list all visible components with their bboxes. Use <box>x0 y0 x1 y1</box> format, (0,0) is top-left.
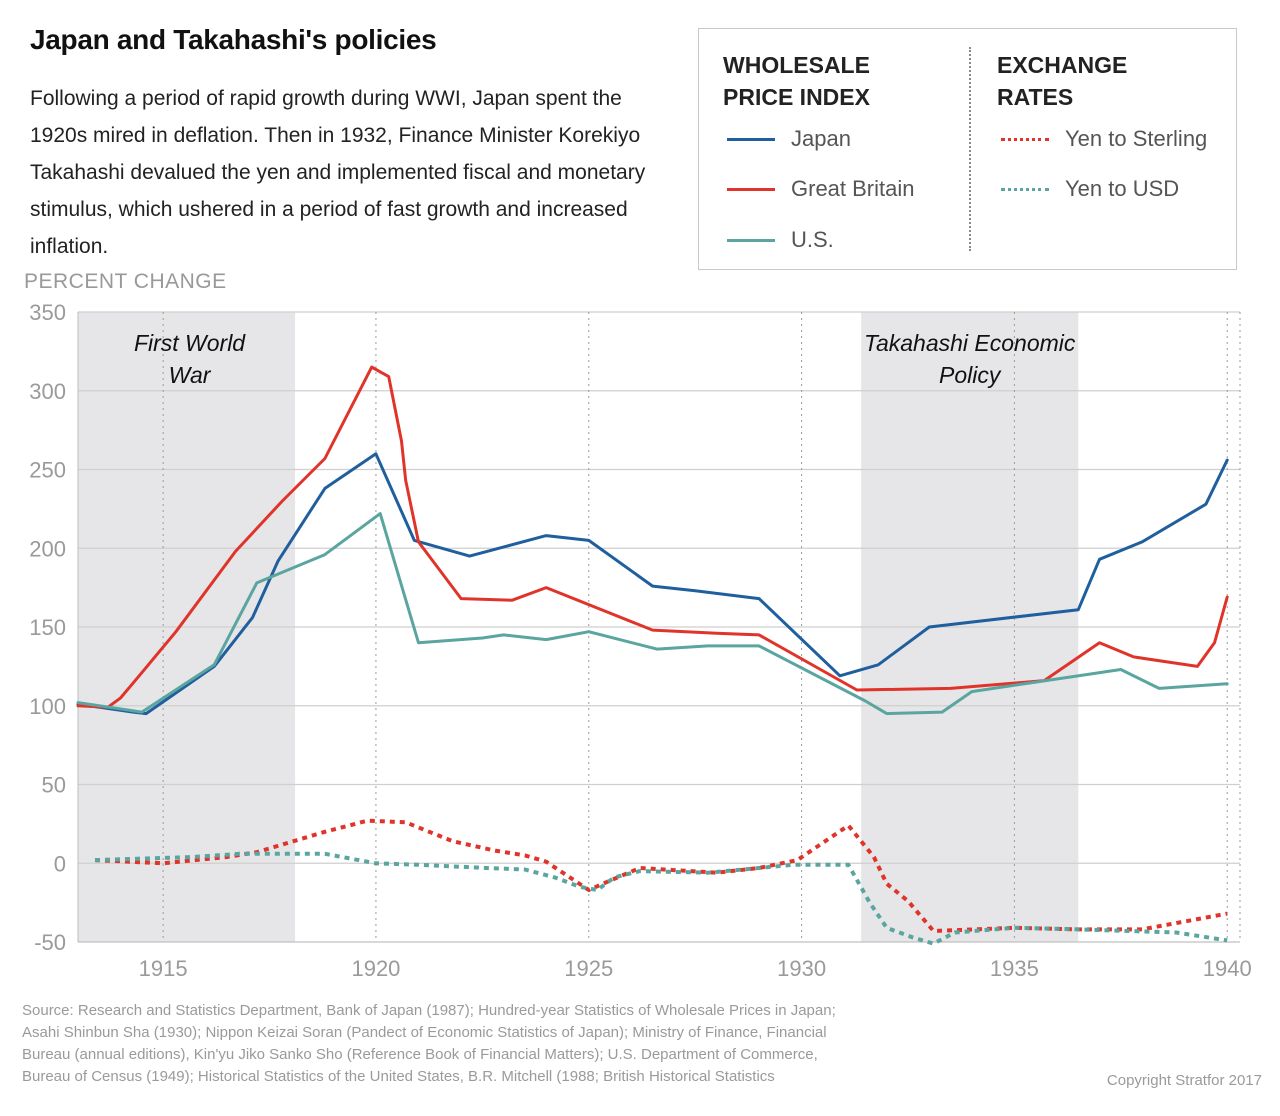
legend-heading-wpi: WHOLESALE PRICE INDEX <box>723 52 870 110</box>
legend-item-great-britain: Great Britain <box>727 176 915 202</box>
x-tick-label: 1920 <box>351 956 400 981</box>
shaded-period-label: War <box>169 362 212 388</box>
line-chart: First World War Takahashi Economic Policy 35… <box>29 300 1252 981</box>
x-tick-label: 1930 <box>777 956 826 981</box>
chart-description: Following a period of rapid growth durin… <box>30 87 646 258</box>
y-tick-label: -50 <box>34 930 66 955</box>
source-line: Source: Research and Statistics Departme… <box>22 1002 836 1019</box>
y-tick-label: 300 <box>29 379 66 404</box>
source-note: Source: Research and Statistics Departme… <box>22 1000 922 1088</box>
series-line-yen-to-sterling <box>94 818 1228 933</box>
source-line: Bureau (annual editions), Kin'yu Jiko Sa… <box>22 1046 818 1063</box>
shaded-period-label: Policy <box>939 362 1002 388</box>
y-tick-label: 150 <box>29 615 66 640</box>
copyright: Copyright Stratfor 2017 <box>1106 1072 1262 1089</box>
legend-swatch-yen-to-usd <box>1001 187 1049 191</box>
legend-swatch-great-britain <box>727 187 775 191</box>
x-tick-label: 1915 <box>139 956 188 981</box>
legend-item-japan: Japan <box>727 126 851 152</box>
legend-label-great-britain: Great Britain <box>791 176 915 201</box>
legend-label-yen-to-usd: Yen to USD <box>1065 176 1180 201</box>
legend-swatch-yen-to-sterling <box>1001 137 1049 141</box>
x-tick-label: 1940 <box>1203 956 1252 981</box>
legend-item-yen-to-usd: Yen to USD <box>1001 176 1179 202</box>
y-tick-label: 200 <box>29 536 66 561</box>
x-tick-label: 1925 <box>564 956 613 981</box>
series-line-great-britain <box>76 365 1229 709</box>
legend-label-us: U.S. <box>791 227 834 252</box>
source-line: Bureau of Census (1949); Historical Stat… <box>22 1068 775 1085</box>
y-tick-label: 100 <box>29 694 66 719</box>
legend-swatch-us <box>727 238 775 242</box>
legend-label-yen-to-sterling: Yen to Sterling <box>1065 126 1208 151</box>
legend-swatch-japan <box>727 137 775 141</box>
chart-title: Japan and Takahashi's policies <box>30 24 437 55</box>
y-tick-label: 250 <box>29 458 66 483</box>
shaded-period-label: First World <box>134 330 246 356</box>
legend-item-us: U.S. <box>727 227 834 253</box>
legend-heading-fx: EXCHANGE RATES <box>997 52 1128 110</box>
y-tick-label: 50 <box>42 773 66 798</box>
series-line-u-s <box>76 512 1229 716</box>
y-tick-label: 0 <box>54 851 66 876</box>
y-axis-label: PERCENT CHANGE <box>24 270 227 293</box>
source-line: Asahi Shinbun Sha (1930); Nippon Keizai … <box>22 1024 827 1041</box>
legend-item-yen-to-sterling: Yen to Sterling <box>1001 126 1207 152</box>
legend: WHOLESALE PRICE INDEX EXCHANGE RATES Jap… <box>698 28 1237 270</box>
y-tick-label: 350 <box>29 300 66 325</box>
shaded-period-label: Takahashi Economic <box>864 330 1076 356</box>
legend-divider <box>969 47 971 251</box>
x-tick-label: 1935 <box>990 956 1039 981</box>
series-line-japan <box>76 452 1229 716</box>
legend-label-japan: Japan <box>791 126 851 151</box>
